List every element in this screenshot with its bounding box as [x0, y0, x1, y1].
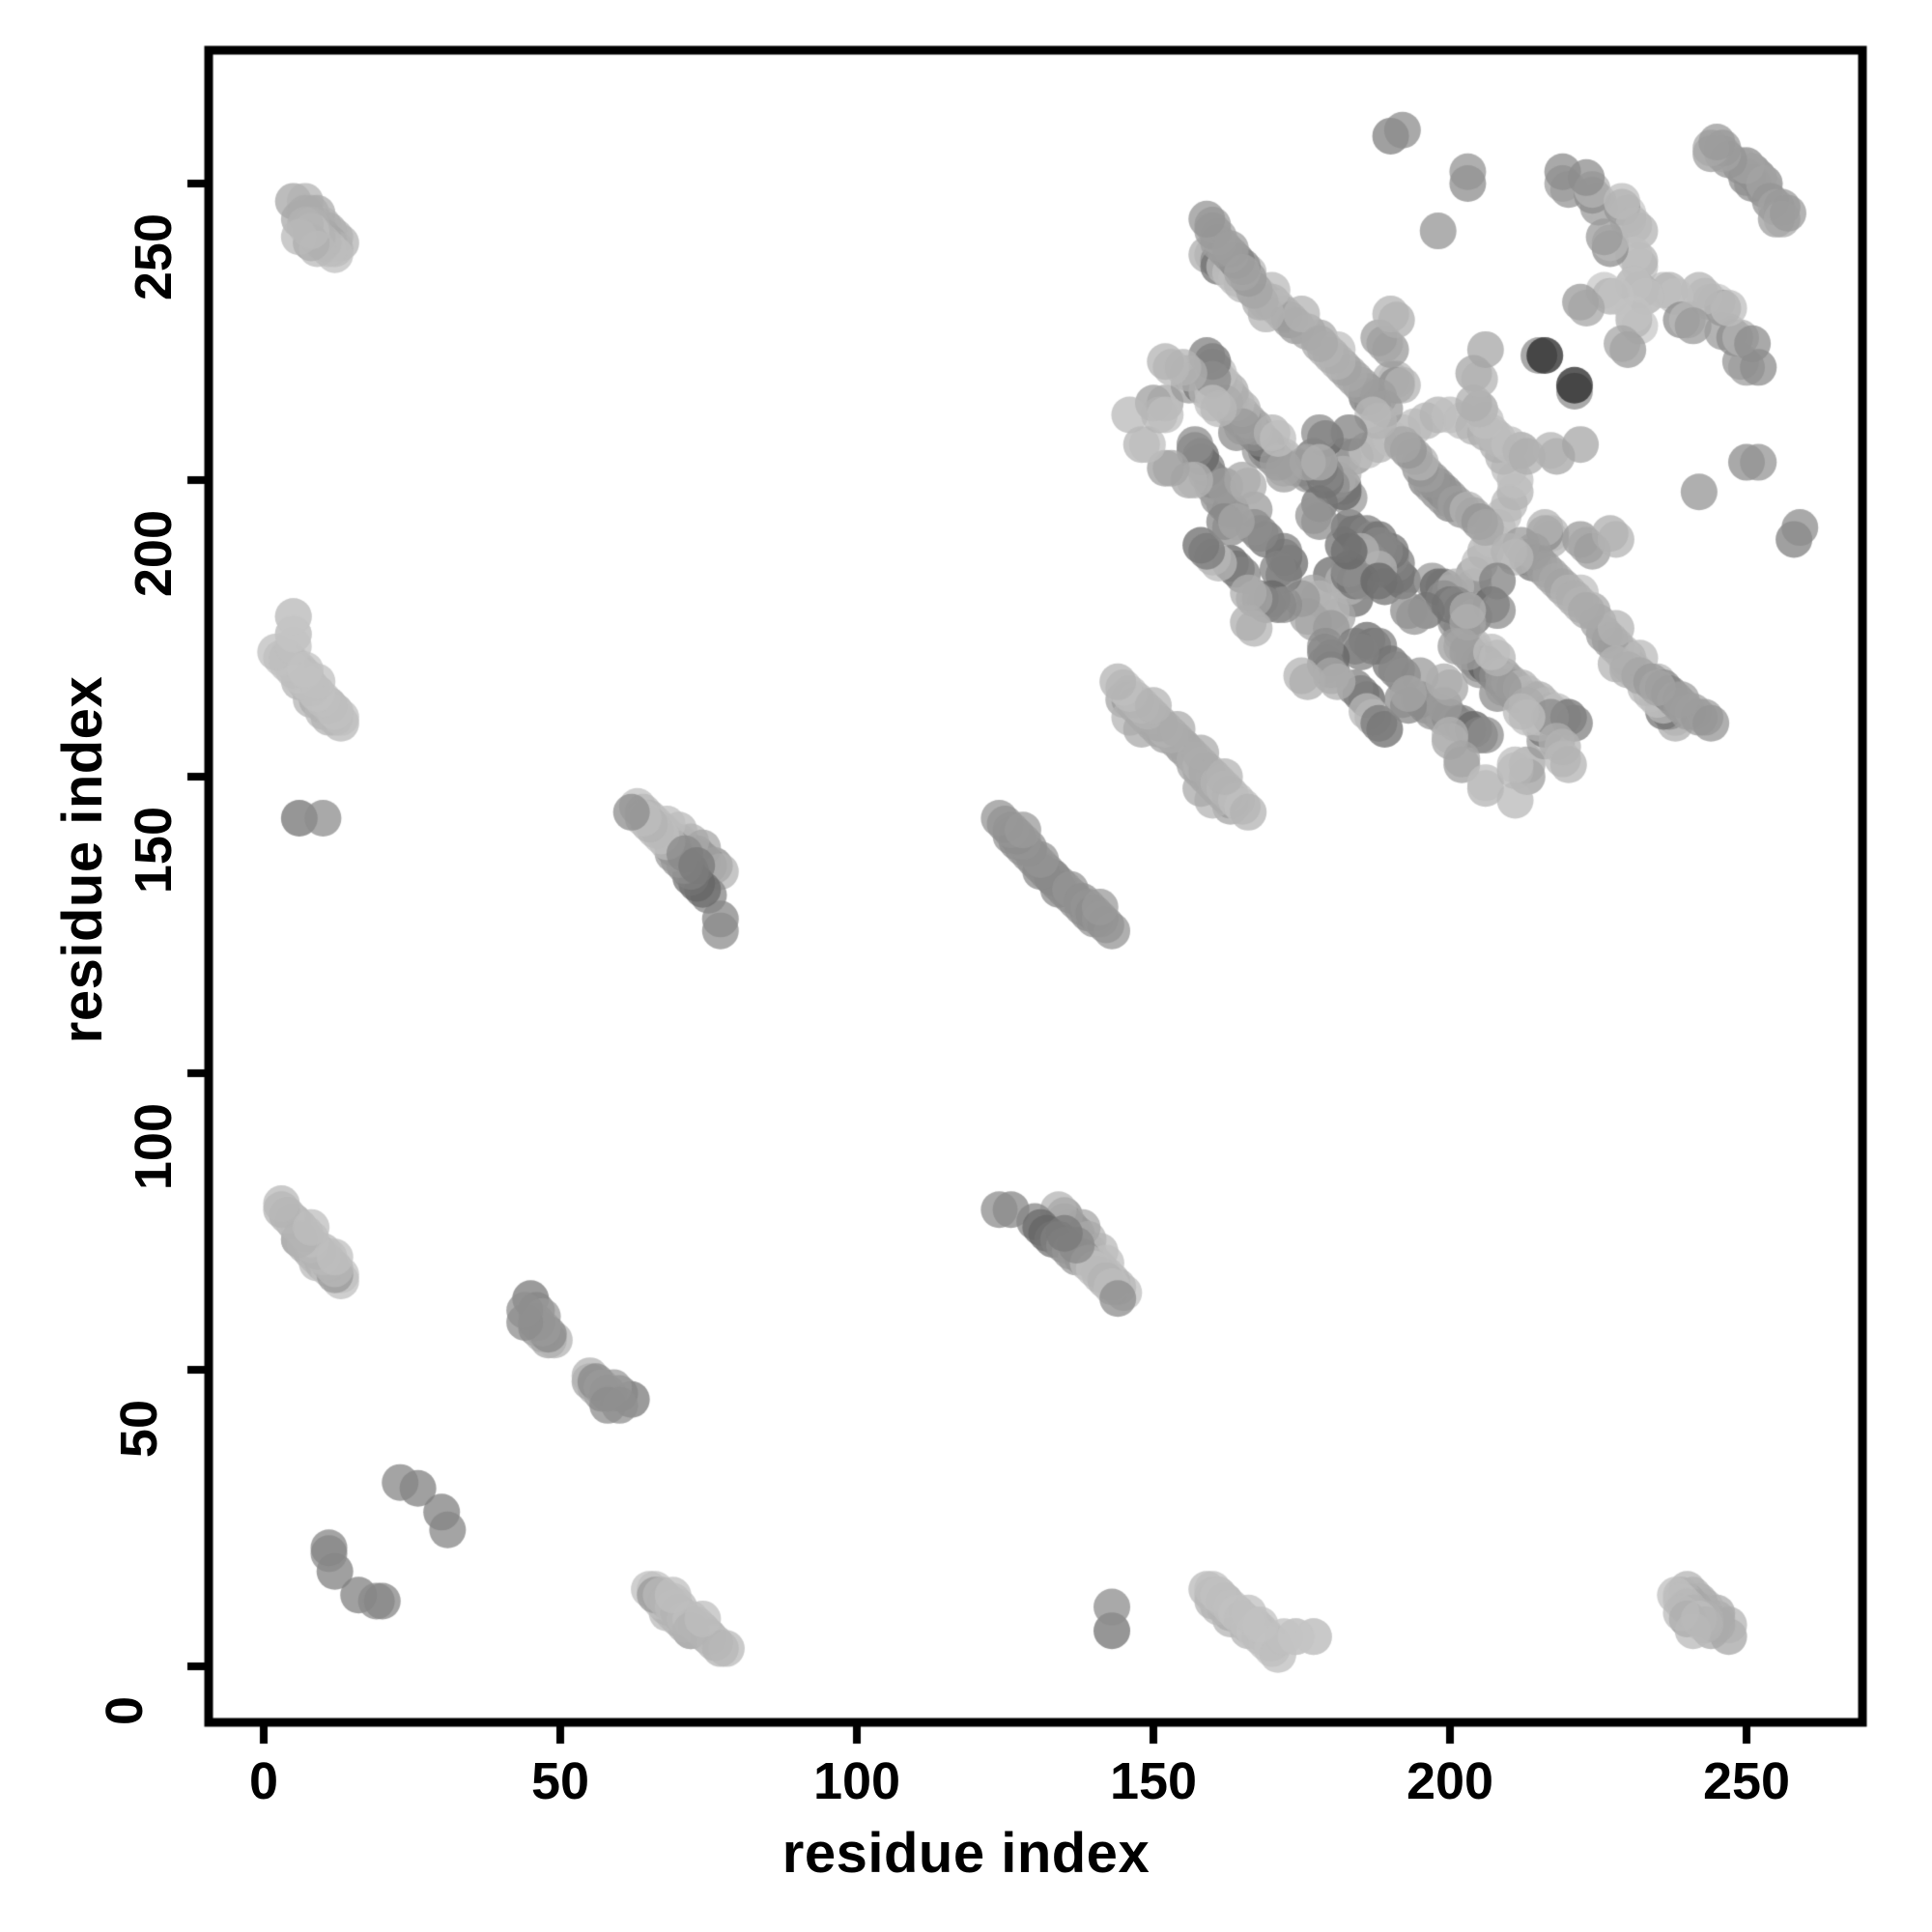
x-tick-label-250: 250 [1702, 1752, 1791, 1810]
y-tick-label-200: 200 [125, 510, 184, 598]
y-axis-title: residue index [51, 675, 114, 1044]
y-tick-label-250: 250 [125, 213, 184, 301]
x-tick-label-150: 150 [1109, 1752, 1198, 1810]
y-tick-label-100: 100 [125, 1103, 184, 1191]
x-tick-label-200: 200 [1406, 1752, 1494, 1810]
x-tick-label-50: 50 [530, 1752, 590, 1810]
y-tick-label-0: 0 [96, 1696, 155, 1726]
x-tick-label-100: 100 [812, 1752, 901, 1810]
x-axis-title: residue index [781, 1822, 1151, 1885]
y-tick-label-150: 150 [125, 807, 184, 895]
x-tick-label-0: 0 [248, 1752, 279, 1810]
y-tick-label-50: 50 [110, 1400, 169, 1459]
